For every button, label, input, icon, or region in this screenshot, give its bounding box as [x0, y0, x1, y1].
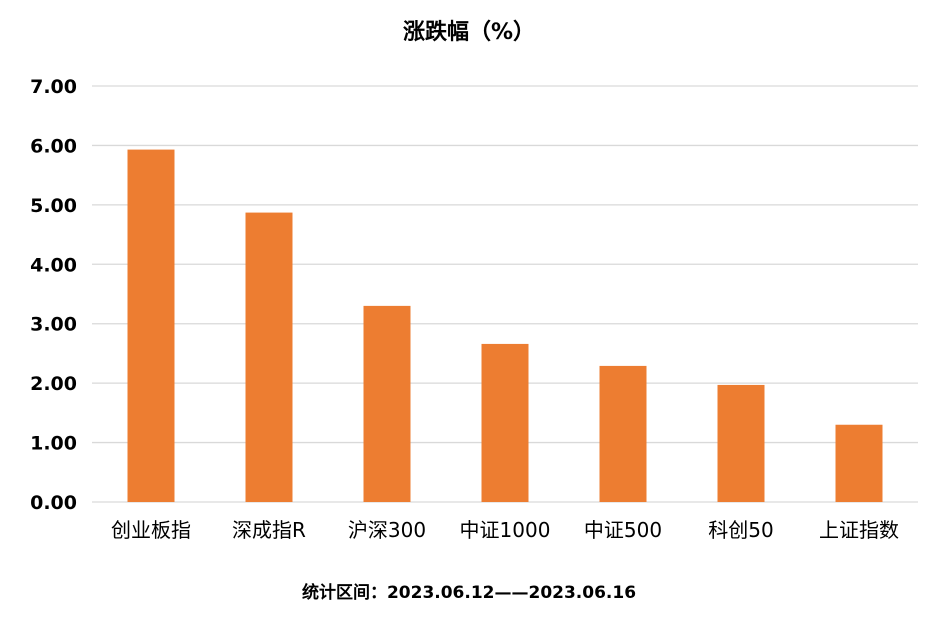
bar — [717, 384, 765, 502]
bar — [599, 365, 647, 502]
y-tick-label: 4.00 — [30, 254, 77, 276]
bar — [481, 343, 529, 502]
x-tick-label: 深成指R — [232, 518, 306, 542]
y-tick-label: 6.00 — [30, 135, 77, 157]
x-tick-label: 沪深300 — [348, 518, 426, 542]
chart-title: 涨跌幅（%） — [402, 20, 536, 45]
bar — [363, 305, 411, 502]
y-tick-label: 5.00 — [30, 195, 77, 217]
y-tick-label: 2.00 — [30, 373, 77, 395]
bars — [127, 149, 883, 503]
bar — [835, 424, 883, 502]
x-tick-label: 上证指数 — [819, 518, 899, 542]
x-tick-label: 中证500 — [584, 518, 662, 542]
y-axis-ticks: 0.00 1.00 2.00 3.00 4.00 5.00 6.00 7.00 — [30, 76, 77, 514]
y-tick-label: 7.00 — [30, 76, 77, 98]
y-tick-label: 1.00 — [30, 433, 77, 455]
x-tick-label: 科创50 — [708, 518, 773, 542]
x-tick-label: 中证1000 — [460, 518, 551, 542]
x-axis-ticks: 创业板指 深成指R 沪深300 中证1000 中证500 科创50 上证指数 — [111, 518, 899, 542]
bar — [127, 149, 175, 503]
x-tick-label: 创业板指 — [111, 518, 191, 542]
y-tick-label: 3.00 — [30, 314, 77, 336]
y-tick-label: 0.00 — [30, 492, 77, 514]
chart-footer: 统计区间：2023.06.12——2023.06.16 — [301, 583, 637, 603]
bar — [245, 212, 293, 502]
